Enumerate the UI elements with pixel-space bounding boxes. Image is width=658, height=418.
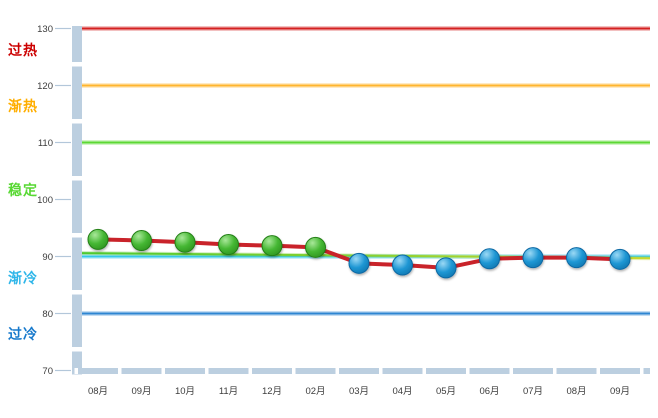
data-point-marker-green[interactable] bbox=[87, 228, 109, 250]
y-tick-label: 110 bbox=[38, 138, 53, 149]
y-axis-band-gap bbox=[72, 119, 82, 124]
data-point-marker-blue[interactable] bbox=[392, 254, 413, 276]
y-tick-label: 70 bbox=[42, 366, 53, 377]
x-axis-band-gap bbox=[248, 368, 252, 374]
x-axis-band-gap bbox=[466, 368, 470, 374]
zone-label: 稳定 bbox=[8, 182, 38, 198]
y-axis-band-gap bbox=[72, 176, 82, 181]
zone-label: 渐冷 bbox=[8, 270, 38, 286]
x-axis-label: 05月 bbox=[436, 386, 456, 397]
y-axis-band-gap bbox=[72, 233, 82, 238]
y-axis-ticks: 70 80 90 100 110 120 130 bbox=[37, 24, 71, 377]
x-axis-label: 11月 bbox=[219, 386, 238, 397]
x-axis-band-gap bbox=[335, 368, 339, 374]
data-point-marker-green[interactable] bbox=[305, 236, 326, 258]
x-axis-label: 09月 bbox=[610, 386, 630, 397]
x-axis-label: 10月 bbox=[175, 386, 195, 397]
y-axis-band bbox=[72, 26, 82, 375]
data-point-marker-blue[interactable] bbox=[479, 248, 500, 270]
x-axis-band bbox=[72, 368, 650, 374]
data-point-marker-blue[interactable] bbox=[566, 247, 587, 269]
zone-label: 过热 bbox=[8, 42, 38, 58]
x-axis-label: 08月 bbox=[88, 386, 108, 397]
y-tick-label: 100 bbox=[37, 195, 53, 206]
x-axis-band-gap bbox=[74, 368, 78, 374]
y-axis-band-gap bbox=[72, 290, 82, 295]
x-axis-label: 08月 bbox=[566, 386, 586, 397]
data-point-marker-green[interactable] bbox=[131, 230, 152, 252]
x-axis-band-gap bbox=[161, 368, 165, 374]
x-axis-label: 02月 bbox=[305, 386, 325, 397]
x-axis-band-rect bbox=[72, 368, 650, 374]
zone-label: 过冷 bbox=[8, 326, 38, 342]
y-tick-label: 120 bbox=[37, 81, 53, 92]
x-axis-label: 03月 bbox=[349, 386, 369, 397]
x-axis-labels: 08月 09月 10月 11月 12月 02月 03月 04月 05月 06月 07月 08月 09月 bbox=[88, 386, 630, 397]
x-axis-label: 09月 bbox=[131, 386, 151, 397]
x-axis-band-gap bbox=[379, 368, 383, 374]
x-axis-label: 07月 bbox=[523, 386, 543, 397]
x-axis-label: 12月 bbox=[262, 386, 282, 397]
x-axis-band-gap bbox=[509, 368, 513, 374]
x-axis-label: 04月 bbox=[392, 386, 412, 397]
x-axis-label: 06月 bbox=[479, 386, 499, 397]
data-point-marker-blue[interactable] bbox=[348, 252, 370, 274]
x-axis-band-gap bbox=[596, 368, 600, 374]
y-axis-band-rect bbox=[72, 26, 82, 375]
x-axis-band-gap bbox=[205, 368, 209, 374]
data-point-marker-blue[interactable] bbox=[435, 257, 457, 279]
data-point-marker-green[interactable] bbox=[218, 234, 239, 256]
zone-label: 渐热 bbox=[8, 98, 38, 114]
x-axis-band-gap bbox=[118, 368, 122, 374]
data-point-marker-blue[interactable] bbox=[522, 247, 544, 269]
data-point-markers bbox=[87, 228, 631, 279]
data-point-marker-green[interactable] bbox=[174, 231, 196, 253]
data-point-marker-blue[interactable] bbox=[609, 248, 631, 270]
x-axis-band-gap bbox=[553, 368, 557, 374]
x-axis-band-gap bbox=[422, 368, 426, 374]
y-tick-label: 80 bbox=[42, 309, 53, 320]
y-tick-label: 130 bbox=[37, 24, 53, 35]
x-axis-band-gap bbox=[640, 368, 644, 374]
y-tick-label: 90 bbox=[42, 252, 53, 263]
y-axis-band-gap bbox=[72, 347, 82, 352]
data-point-marker-green[interactable] bbox=[261, 235, 283, 257]
y-axis-band-gap bbox=[72, 62, 82, 67]
x-axis-band-gap bbox=[292, 368, 296, 374]
